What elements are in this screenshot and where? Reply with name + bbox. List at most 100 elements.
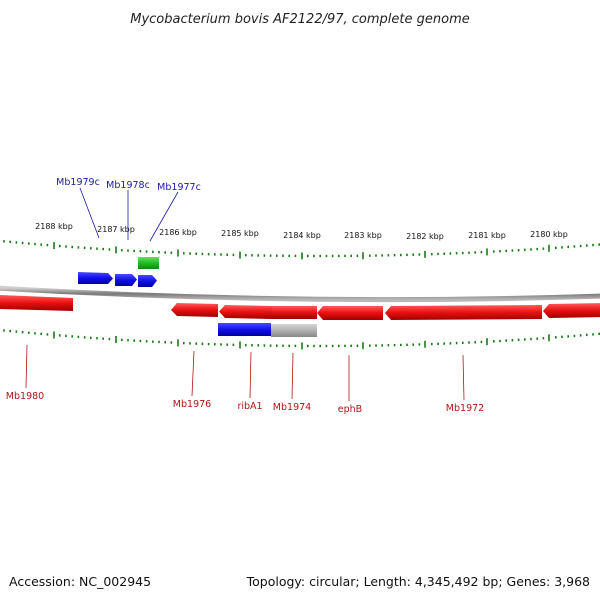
minor-tick — [152, 340, 154, 343]
minor-tick — [449, 252, 452, 255]
minor-tick — [71, 335, 73, 338]
gene-label-mb1977c[interactable]: Mb1977c — [157, 182, 201, 193]
forward-strand-features — [78, 257, 159, 287]
gene-label-mb1974[interactable]: Mb1974 — [273, 402, 311, 413]
major-tick — [301, 252, 303, 260]
gene-arrow-ephb[interactable] — [317, 306, 383, 320]
minor-tick — [46, 333, 49, 336]
gene-label-mb1972[interactable]: Mb1972 — [446, 403, 484, 414]
forward-gene-labels: Mb1979c Mb1978c Mb1977c — [56, 177, 201, 242]
minor-tick — [276, 254, 278, 257]
minor-tick — [40, 332, 42, 336]
minor-tick — [145, 250, 148, 253]
major-tick — [115, 336, 117, 344]
minor-tick — [493, 250, 495, 253]
minor-tick — [245, 343, 247, 347]
minor-tick — [77, 335, 80, 339]
minor-tick — [282, 254, 284, 257]
minor-tick — [592, 333, 594, 336]
minor-tick — [536, 247, 538, 251]
minor-tick — [474, 251, 476, 254]
minor-tick — [28, 331, 30, 334]
pseudo-feature-block[interactable] — [271, 324, 317, 337]
minor-tick — [356, 344, 359, 347]
minor-tick — [449, 342, 452, 345]
tick-label: 2180 kbp — [530, 230, 568, 239]
gene-label-mb1976[interactable]: Mb1976 — [173, 399, 211, 410]
gene-label-mb1979c[interactable]: Mb1979c — [56, 177, 100, 188]
gene-arrow-mb1978c[interactable] — [115, 274, 137, 286]
major-tick — [424, 250, 426, 258]
gene-arrow-mb1979c[interactable] — [78, 272, 113, 284]
major-tick — [362, 342, 364, 350]
minor-tick — [96, 337, 98, 340]
minor-tick — [524, 338, 526, 341]
major-tick — [53, 331, 55, 339]
minor-tick — [183, 341, 185, 345]
minor-tick — [375, 344, 377, 347]
minor-tick — [573, 245, 576, 248]
minor-tick — [251, 344, 253, 347]
gene-arrow-mb1976[interactable] — [171, 303, 218, 317]
minor-tick — [214, 253, 216, 256]
minor-tick — [40, 243, 42, 246]
minor-tick — [102, 247, 104, 251]
minor-tick — [288, 344, 290, 348]
minor-tick — [15, 330, 18, 333]
gene-label-mb1980[interactable]: Mb1980 — [6, 391, 44, 402]
major-tick — [548, 334, 550, 342]
minor-tick — [331, 344, 334, 348]
minor-tick — [251, 254, 253, 257]
tick-label: 2188 kbp — [35, 222, 73, 231]
minor-tick — [102, 337, 104, 340]
minor-tick — [127, 339, 129, 342]
minor-tick — [499, 339, 501, 343]
minor-tick — [207, 252, 210, 256]
minor-tick — [381, 254, 383, 257]
reverse-strand-features — [0, 295, 600, 337]
minor-tick — [108, 248, 111, 251]
major-tick — [362, 252, 364, 260]
gene-label-ephb[interactable]: ephB — [338, 404, 362, 415]
gene-arrow-next[interactable] — [543, 303, 600, 318]
minor-tick — [542, 247, 545, 250]
minor-tick — [21, 330, 24, 334]
minor-tick — [381, 344, 383, 347]
minor-tick — [536, 337, 538, 340]
minor-tick — [437, 342, 439, 346]
callout-line — [79, 187, 100, 239]
minor-tick — [3, 240, 5, 243]
gene-label-mb1978c[interactable]: Mb1978c — [106, 180, 150, 191]
minor-tick — [412, 253, 414, 256]
minor-tick — [400, 253, 402, 257]
tick-ruler-forward — [3, 240, 600, 260]
minor-tick — [164, 341, 166, 344]
minor-tick — [28, 242, 30, 245]
minor-tick — [294, 254, 297, 258]
gene-arrow-mb1974[interactable] — [272, 306, 317, 319]
callout-line — [249, 351, 252, 399]
minor-tick — [108, 337, 111, 341]
blue-feature-block[interactable] — [218, 323, 271, 336]
gene-label-riba1[interactable]: ribA1 — [237, 401, 262, 412]
minor-tick — [121, 249, 123, 252]
gene-arrow-riba1[interactable] — [219, 305, 272, 319]
rna-feature-block[interactable] — [138, 257, 159, 269]
gene-arrow-mb1972[interactable] — [385, 305, 542, 320]
tick-label: 2182 kbp — [406, 232, 444, 241]
minor-tick — [579, 334, 582, 337]
minor-tick — [288, 254, 290, 258]
minor-tick — [462, 251, 464, 255]
tick-ruler-reverse — [3, 329, 600, 350]
minor-tick — [393, 343, 396, 347]
minor-tick — [232, 343, 235, 347]
minor-tick — [226, 343, 228, 346]
minor-tick — [474, 341, 476, 344]
minor-tick — [145, 340, 148, 343]
minor-tick — [170, 251, 173, 254]
gene-arrow-mb1977c[interactable] — [138, 275, 157, 287]
minor-tick — [375, 254, 377, 257]
gene-arrow-mb1980[interactable] — [0, 295, 73, 311]
minor-tick — [356, 254, 359, 257]
minor-tick — [133, 249, 135, 253]
